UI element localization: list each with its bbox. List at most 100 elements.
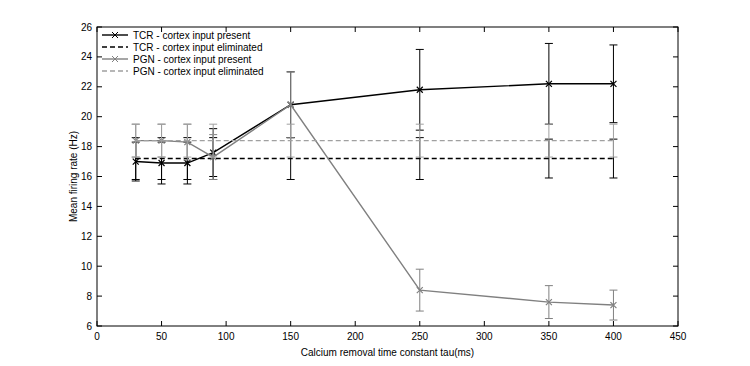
x-tick-label: 100 bbox=[218, 331, 235, 342]
legend-label: TCR - cortex input present bbox=[133, 30, 250, 41]
error-cap bbox=[158, 183, 166, 184]
y-tick bbox=[97, 56, 102, 57]
error-cap bbox=[609, 177, 617, 178]
y-tick-label: 16 bbox=[81, 171, 93, 182]
series-line bbox=[136, 158, 614, 159]
legend-label: PGN - cortex input eliminated bbox=[133, 66, 264, 77]
error-cap bbox=[158, 124, 166, 125]
y-tick bbox=[673, 176, 678, 177]
x-tick-label: 0 bbox=[94, 331, 100, 342]
error-cap bbox=[132, 179, 140, 180]
marker bbox=[417, 87, 423, 93]
error-cap bbox=[183, 124, 191, 125]
y-tick bbox=[97, 266, 102, 267]
x-tick-label: 200 bbox=[347, 331, 364, 342]
error-cap bbox=[416, 179, 424, 180]
marker bbox=[610, 81, 616, 87]
error-cap bbox=[545, 318, 553, 319]
error-cap bbox=[545, 177, 553, 178]
y-tick bbox=[97, 86, 102, 87]
y-tick-label: 10 bbox=[81, 261, 93, 272]
y-tick bbox=[673, 86, 678, 87]
legend-swatch bbox=[102, 46, 128, 47]
error-cap bbox=[545, 285, 553, 286]
x-tick bbox=[613, 27, 614, 32]
error-cap bbox=[132, 157, 140, 158]
y-tick bbox=[97, 296, 102, 297]
legend-swatch bbox=[102, 70, 128, 71]
x-tick-label: 450 bbox=[670, 331, 687, 342]
error-cap bbox=[183, 179, 191, 180]
legend-marker bbox=[112, 56, 118, 62]
error-cap bbox=[609, 320, 617, 321]
x-tick bbox=[548, 27, 549, 32]
y-tick bbox=[673, 27, 678, 28]
y-tick bbox=[673, 206, 678, 207]
y-tick bbox=[97, 326, 102, 327]
error-cap bbox=[132, 124, 140, 125]
x-tick bbox=[484, 27, 485, 32]
x-tick bbox=[290, 321, 291, 326]
x-tick bbox=[548, 321, 549, 326]
x-tick bbox=[97, 27, 98, 32]
y-tick bbox=[97, 116, 102, 117]
error-cap bbox=[132, 124, 140, 125]
error-cap bbox=[287, 157, 295, 158]
y-tick-label: 24 bbox=[81, 51, 93, 62]
error-cap bbox=[209, 124, 217, 125]
y-tick bbox=[673, 236, 678, 237]
y-tick-label: 12 bbox=[81, 231, 93, 242]
x-tick-label: 150 bbox=[282, 331, 299, 342]
legend-entry: TCR - cortex input present bbox=[102, 30, 250, 41]
y-tick bbox=[97, 146, 102, 147]
error-cap bbox=[416, 124, 424, 125]
error-stem bbox=[213, 124, 214, 157]
marker bbox=[288, 102, 294, 108]
error-cap bbox=[183, 124, 191, 125]
y-tick bbox=[673, 146, 678, 147]
x-tick bbox=[678, 27, 679, 32]
y-tick bbox=[97, 206, 102, 207]
error-stem bbox=[187, 124, 188, 160]
y-tick-label: 26 bbox=[81, 22, 93, 33]
x-tick bbox=[355, 27, 356, 32]
y-tick bbox=[673, 56, 678, 57]
x-tick-label: 300 bbox=[476, 331, 493, 342]
series-line bbox=[136, 105, 614, 305]
x-tick bbox=[97, 321, 98, 326]
error-cap bbox=[609, 124, 617, 125]
error-cap bbox=[158, 124, 166, 125]
legend-entry: PGN - cortex input eliminated bbox=[102, 66, 264, 77]
x-axis-label: Calcium removal time constant tau(ms) bbox=[301, 347, 474, 358]
series-line bbox=[136, 84, 614, 163]
error-cap bbox=[158, 157, 166, 158]
error-cap bbox=[183, 160, 191, 161]
x-tick-label: 350 bbox=[541, 331, 558, 342]
error-cap bbox=[287, 71, 295, 72]
legend-entry: PGN - cortex input present bbox=[102, 54, 252, 65]
legend-entry: TCR - cortex input eliminated bbox=[102, 42, 263, 53]
error-cap bbox=[416, 49, 424, 50]
y-tick-label: 18 bbox=[81, 141, 93, 152]
error-cap bbox=[545, 124, 553, 125]
x-tick bbox=[613, 321, 614, 326]
y-tick bbox=[673, 296, 678, 297]
y-tick-label: 14 bbox=[81, 201, 93, 212]
x-tick-label: 250 bbox=[411, 331, 428, 342]
x-tick bbox=[226, 321, 227, 326]
error-cap bbox=[158, 157, 166, 158]
error-cap bbox=[209, 157, 217, 158]
x-tick bbox=[419, 321, 420, 326]
error-cap bbox=[609, 122, 617, 123]
error-cap bbox=[609, 44, 617, 45]
marker bbox=[417, 287, 423, 293]
legend-label: PGN - cortex input present bbox=[133, 54, 252, 65]
error-cap bbox=[158, 179, 166, 180]
error-cap bbox=[416, 311, 424, 312]
error-cap bbox=[416, 157, 424, 158]
y-tick bbox=[97, 27, 102, 28]
x-tick bbox=[161, 321, 162, 326]
marker bbox=[546, 81, 552, 87]
x-tick bbox=[419, 27, 420, 32]
error-cap bbox=[287, 179, 295, 180]
